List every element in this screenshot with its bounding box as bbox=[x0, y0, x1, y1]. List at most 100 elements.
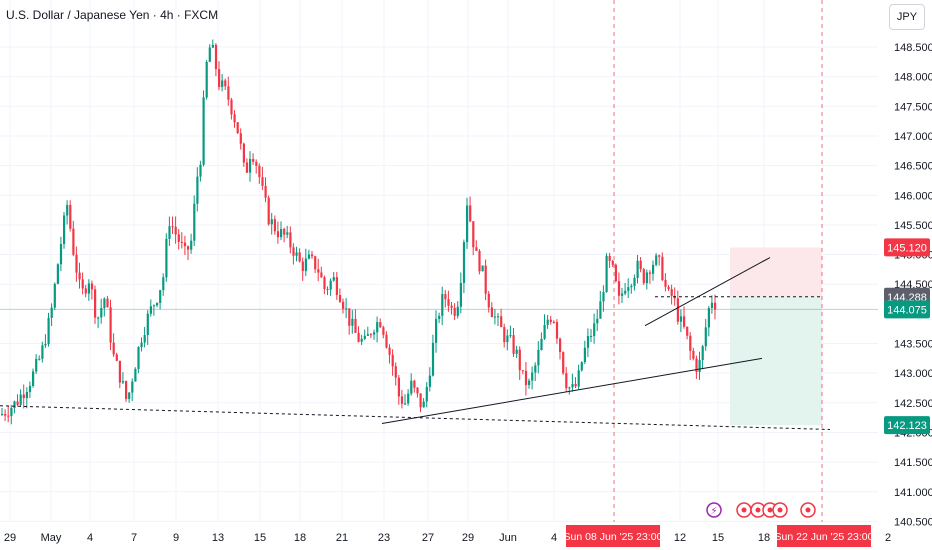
candle-body bbox=[177, 234, 180, 242]
candle-body bbox=[264, 185, 267, 198]
candle-body bbox=[47, 317, 50, 345]
candle-body bbox=[515, 349, 518, 354]
candle-body bbox=[438, 315, 441, 319]
candle-body bbox=[413, 380, 416, 388]
candle-body bbox=[25, 392, 28, 399]
candle-body bbox=[692, 350, 695, 359]
candle-body bbox=[624, 290, 627, 294]
candle-body bbox=[605, 255, 608, 293]
candle-body bbox=[22, 394, 25, 399]
candle-body bbox=[335, 277, 338, 296]
candle-body bbox=[87, 283, 90, 294]
rising-trendline[interactable] bbox=[381, 357, 763, 425]
candle-body bbox=[289, 232, 292, 248]
candle-body bbox=[211, 45, 214, 48]
candle-body bbox=[84, 288, 87, 294]
economic-event-dot bbox=[755, 507, 761, 513]
candle-body bbox=[549, 319, 552, 322]
candle-body bbox=[103, 298, 106, 309]
y-tick-label: 141.000 bbox=[894, 487, 932, 499]
candle-body bbox=[32, 371, 35, 386]
candle-body bbox=[655, 255, 658, 265]
candle-body bbox=[614, 264, 617, 282]
candle-body bbox=[233, 114, 236, 123]
candle-body bbox=[447, 299, 450, 306]
candle-body bbox=[146, 313, 149, 336]
x-tick-label: May bbox=[41, 532, 62, 544]
price-axis[interactable] bbox=[878, 0, 932, 550]
candle-body bbox=[531, 372, 534, 381]
y-tick-label: 148.000 bbox=[894, 72, 932, 84]
economic-event-dot bbox=[767, 507, 773, 513]
candle-body bbox=[56, 264, 59, 284]
candle-body bbox=[490, 307, 493, 318]
candle-body bbox=[137, 347, 140, 369]
price-label-target: 145.120 bbox=[884, 238, 930, 257]
currency-button[interactable]: JPY bbox=[889, 4, 925, 30]
candle-body bbox=[667, 286, 670, 290]
candle-body bbox=[707, 308, 710, 328]
candle-body bbox=[469, 205, 472, 222]
economic-event-dot bbox=[741, 507, 747, 513]
candle-body bbox=[670, 289, 673, 296]
candle-body bbox=[652, 264, 655, 274]
candle-body bbox=[149, 306, 152, 314]
candle-body bbox=[63, 215, 66, 245]
candle-body bbox=[453, 307, 456, 316]
lightning-glyph: ⚡ bbox=[710, 506, 717, 517]
candle-body bbox=[28, 385, 32, 393]
candle-body bbox=[397, 377, 400, 397]
candle-body bbox=[493, 316, 497, 318]
candle-body bbox=[373, 332, 376, 335]
x-tick-label: 4 bbox=[551, 532, 557, 544]
candle-body bbox=[267, 197, 270, 225]
candle-body bbox=[506, 335, 509, 343]
candle-body bbox=[72, 228, 75, 255]
candle-body bbox=[227, 86, 230, 100]
candle-body bbox=[555, 322, 559, 339]
candle-body bbox=[1, 414, 4, 416]
candle-body bbox=[664, 279, 667, 287]
candle-body bbox=[456, 306, 459, 316]
candle-body bbox=[125, 381, 128, 399]
candle-body bbox=[695, 358, 698, 373]
candle-body bbox=[152, 305, 156, 307]
candle-body bbox=[199, 164, 202, 177]
candle-body bbox=[658, 255, 661, 257]
candle-body bbox=[304, 258, 307, 272]
candle-body bbox=[196, 176, 199, 204]
price-label-text: 142.123 bbox=[887, 420, 927, 432]
candle-body bbox=[258, 165, 261, 178]
candle-body bbox=[645, 272, 648, 284]
candle-body bbox=[75, 254, 78, 273]
wedge-upper-line[interactable] bbox=[644, 257, 771, 327]
candle-body bbox=[621, 293, 624, 296]
candle-body bbox=[276, 231, 280, 238]
candle-body bbox=[90, 283, 94, 290]
candle-body bbox=[571, 383, 574, 388]
lightning-event-icon[interactable] bbox=[706, 502, 722, 518]
candle-body bbox=[400, 396, 404, 404]
x-tick-label: 21 bbox=[336, 532, 348, 544]
candle-body bbox=[236, 122, 239, 134]
candle-body bbox=[230, 99, 233, 115]
candle-body bbox=[642, 269, 645, 284]
candle-body bbox=[218, 69, 221, 88]
candle-body bbox=[307, 254, 311, 259]
candle-body bbox=[394, 366, 397, 378]
candle-body bbox=[466, 205, 469, 243]
price-label-last: 144.075 bbox=[884, 300, 930, 319]
candle-body bbox=[286, 232, 289, 235]
candle-body bbox=[143, 335, 146, 343]
candle-body bbox=[661, 256, 664, 280]
candles bbox=[1, 39, 717, 425]
candle-body bbox=[710, 302, 714, 309]
x-tick-label: 4 bbox=[87, 532, 93, 544]
price-label-text: 144.075 bbox=[887, 304, 927, 316]
candle-body bbox=[78, 272, 81, 280]
candle-body bbox=[580, 362, 583, 371]
time-axis[interactable] bbox=[0, 522, 878, 550]
y-tick-label: 142.500 bbox=[894, 398, 932, 410]
y-tick-label: 148.500 bbox=[894, 42, 932, 54]
